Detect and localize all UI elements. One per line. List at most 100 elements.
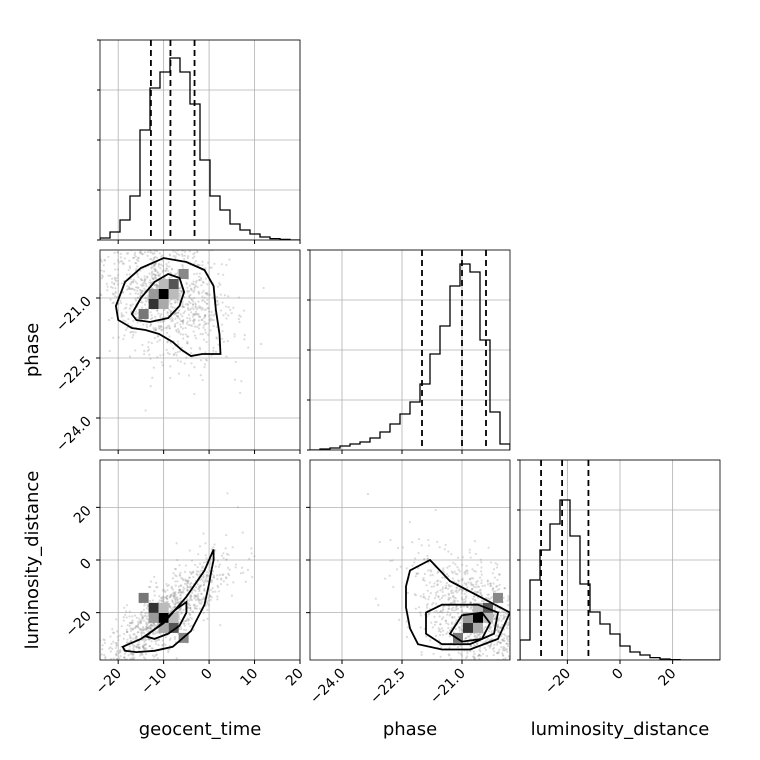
scatter-point bbox=[128, 355, 132, 358]
scatter-point bbox=[448, 646, 451, 649]
contour-1 bbox=[130, 273, 186, 323]
scatter-point bbox=[439, 589, 442, 592]
scatter-point bbox=[185, 282, 188, 286]
scatter-point bbox=[185, 342, 189, 345]
scatter-point bbox=[146, 662, 148, 664]
scatter-point bbox=[123, 652, 126, 656]
scatter-point bbox=[225, 534, 228, 537]
scatter-point bbox=[190, 298, 194, 302]
scatter-point bbox=[122, 637, 125, 640]
scatter-point bbox=[464, 637, 467, 640]
scatter-point bbox=[208, 318, 211, 321]
scatter-point bbox=[125, 244, 127, 246]
scatter-point bbox=[141, 653, 144, 656]
scatter-point bbox=[158, 599, 161, 602]
scatter-point bbox=[389, 538, 392, 542]
scatter-point bbox=[514, 599, 516, 601]
scatter-point bbox=[476, 563, 479, 567]
scatter-point bbox=[527, 636, 529, 638]
scatter-point bbox=[171, 317, 174, 320]
scatter-point bbox=[489, 584, 492, 588]
scatter-point bbox=[189, 613, 192, 616]
scatter-point bbox=[130, 330, 133, 334]
scatter-point bbox=[176, 301, 179, 304]
scatter-point bbox=[477, 654, 480, 658]
scatter-point bbox=[132, 288, 135, 291]
scatter-point bbox=[443, 548, 446, 551]
scatter-point bbox=[507, 654, 510, 658]
scatter-point bbox=[149, 357, 152, 360]
scatter-point bbox=[213, 262, 216, 265]
scatter-point bbox=[182, 318, 185, 322]
scatter-point bbox=[208, 595, 211, 598]
scatter-point bbox=[489, 582, 492, 585]
scatter-point bbox=[179, 593, 182, 596]
scatter-point bbox=[114, 646, 117, 650]
scatter-point bbox=[439, 633, 442, 637]
scatter-point bbox=[90, 672, 92, 674]
scatter-point bbox=[216, 300, 219, 304]
scatter-point bbox=[197, 290, 200, 293]
scatter-point bbox=[158, 263, 161, 266]
scatter-point bbox=[517, 598, 519, 600]
scatter-point bbox=[427, 598, 430, 601]
scatter-point bbox=[205, 340, 208, 344]
scatter-point bbox=[243, 338, 246, 341]
scatter-point bbox=[101, 662, 103, 664]
scatter-point bbox=[178, 564, 181, 567]
scatter-point bbox=[439, 610, 442, 613]
scatter-point bbox=[108, 318, 111, 322]
scatter-point bbox=[466, 655, 469, 658]
scatter-point bbox=[414, 607, 417, 610]
scatter-point bbox=[448, 598, 451, 601]
scatter-point bbox=[144, 639, 147, 642]
scatter-point bbox=[124, 320, 127, 323]
scatter-point bbox=[158, 339, 161, 342]
scatter-point bbox=[140, 618, 143, 621]
scatter-point bbox=[401, 546, 405, 549]
scatter-point bbox=[439, 623, 442, 626]
scatter-point bbox=[87, 264, 89, 266]
scatter-point bbox=[438, 615, 441, 618]
scatter-point bbox=[107, 255, 110, 258]
scatter-point bbox=[147, 341, 150, 344]
scatter-point bbox=[130, 627, 134, 630]
scatter-point bbox=[398, 618, 401, 621]
scatter-point bbox=[170, 268, 174, 271]
scatter-point bbox=[176, 340, 179, 343]
scatter-point bbox=[491, 587, 495, 590]
scatter-point bbox=[161, 639, 164, 642]
scatter-point bbox=[125, 288, 129, 291]
scatter-point bbox=[222, 556, 225, 560]
scatter-point bbox=[142, 615, 146, 618]
scatter-point bbox=[468, 548, 471, 551]
scatter-point bbox=[186, 246, 188, 248]
scatter-point bbox=[494, 634, 498, 637]
scatter-point bbox=[183, 295, 186, 299]
scatter-point bbox=[502, 617, 505, 621]
scatter-point bbox=[193, 325, 197, 328]
scatter-point bbox=[201, 260, 204, 263]
scatter-point bbox=[541, 647, 543, 649]
scatter-point bbox=[193, 597, 196, 600]
scatter-point bbox=[227, 314, 230, 317]
scatter-point bbox=[141, 343, 144, 346]
xtick-label-geocent_time: −10 bbox=[138, 666, 170, 698]
scatter-point bbox=[116, 657, 119, 660]
scatter-point bbox=[447, 607, 451, 610]
scatter-point bbox=[143, 647, 146, 651]
scatter-point bbox=[141, 645, 144, 648]
scatter-point bbox=[195, 594, 198, 597]
scatter-point bbox=[405, 635, 408, 639]
scatter-point bbox=[155, 653, 158, 656]
scatter-point bbox=[171, 593, 174, 596]
scatter-point bbox=[104, 222, 106, 224]
scatter-point bbox=[462, 605, 466, 608]
scatter-point bbox=[478, 657, 481, 660]
scatter-point bbox=[132, 647, 135, 650]
scatter-point bbox=[471, 587, 474, 591]
scatter-point bbox=[493, 576, 497, 579]
scatter-point bbox=[111, 631, 115, 634]
scatter-point bbox=[173, 312, 177, 315]
scatter-point bbox=[160, 313, 163, 316]
